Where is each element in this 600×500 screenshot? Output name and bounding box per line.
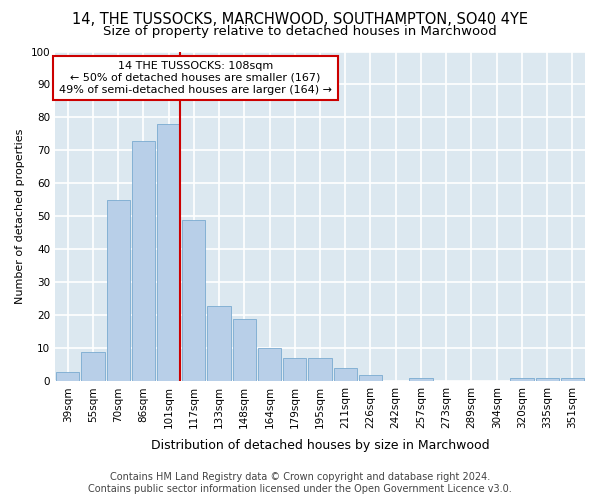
Bar [283, 358, 307, 382]
Bar [409, 378, 433, 382]
Bar [334, 368, 357, 382]
Bar [81, 352, 104, 382]
Bar [208, 306, 230, 382]
X-axis label: Distribution of detached houses by size in Marchwood: Distribution of detached houses by size … [151, 440, 490, 452]
Text: Size of property relative to detached houses in Marchwood: Size of property relative to detached ho… [103, 25, 497, 38]
Text: 14 THE TUSSOCKS: 108sqm
← 50% of detached houses are smaller (167)
49% of semi-d: 14 THE TUSSOCKS: 108sqm ← 50% of detache… [59, 62, 332, 94]
Bar [511, 378, 533, 382]
Bar [233, 318, 256, 382]
Bar [536, 378, 559, 382]
Text: 14, THE TUSSOCKS, MARCHWOOD, SOUTHAMPTON, SO40 4YE: 14, THE TUSSOCKS, MARCHWOOD, SOUTHAMPTON… [72, 12, 528, 28]
Y-axis label: Number of detached properties: Number of detached properties [15, 129, 25, 304]
Bar [561, 378, 584, 382]
Bar [182, 220, 205, 382]
Bar [308, 358, 332, 382]
Bar [359, 375, 382, 382]
Bar [132, 140, 155, 382]
Text: Contains HM Land Registry data © Crown copyright and database right 2024.
Contai: Contains HM Land Registry data © Crown c… [88, 472, 512, 494]
Bar [56, 372, 79, 382]
Bar [157, 124, 180, 382]
Bar [258, 348, 281, 382]
Bar [107, 200, 130, 382]
